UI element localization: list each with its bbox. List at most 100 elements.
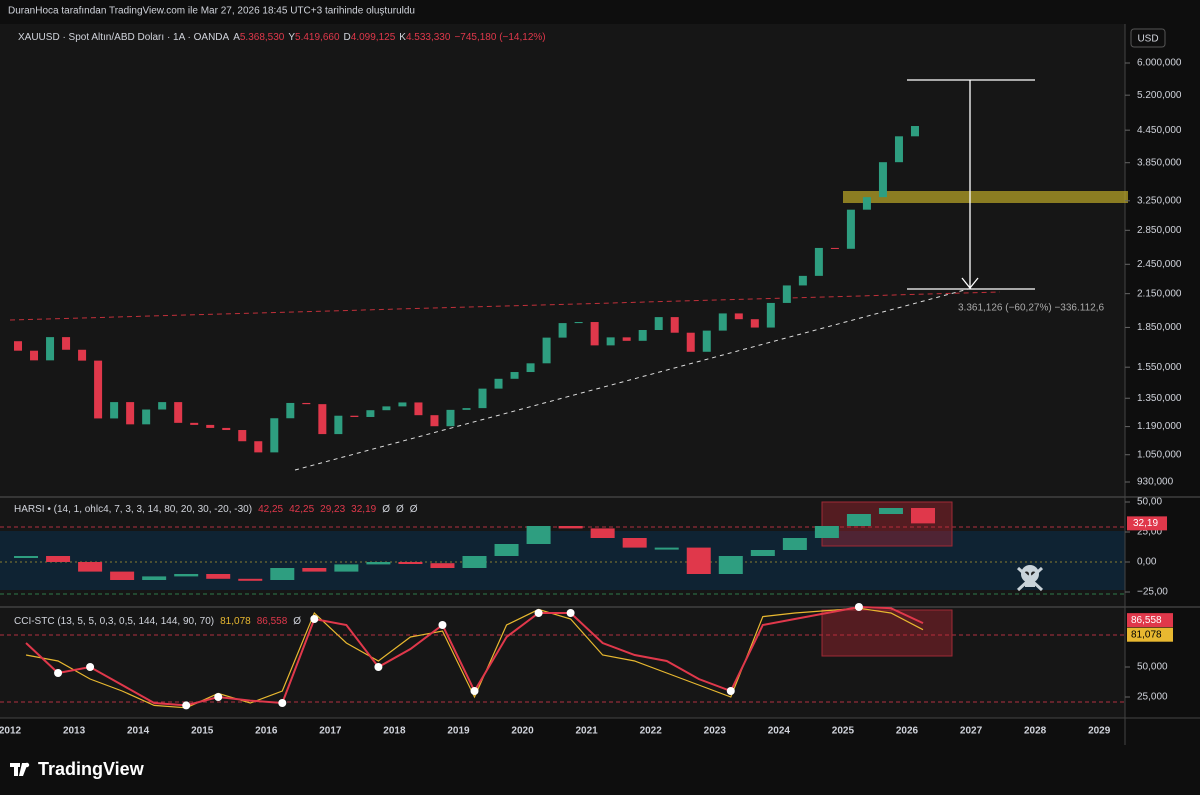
harsi-tick: 0,00 bbox=[1137, 557, 1157, 568]
candle bbox=[158, 402, 167, 410]
label: HARSI • (14, 1, ohlc4, 7, 3, 3, 14, 80, … bbox=[14, 504, 252, 515]
candle bbox=[782, 285, 791, 303]
time-label: 2018 bbox=[383, 726, 406, 737]
harsi-candle bbox=[174, 574, 199, 577]
time-label: 2015 bbox=[191, 726, 214, 737]
currency-button[interactable] bbox=[1130, 28, 1166, 48]
harsi-last: 32,19 bbox=[1133, 518, 1158, 529]
candle bbox=[318, 404, 327, 435]
candle bbox=[574, 322, 583, 324]
trend-line bbox=[9, 291, 1001, 321]
price-label: 6.000,000 bbox=[1137, 58, 1182, 69]
candle bbox=[398, 402, 407, 407]
candle bbox=[750, 319, 759, 328]
price-label: 3.250,000 bbox=[1137, 195, 1182, 206]
highlight-box bbox=[821, 609, 953, 657]
ohlc-value: 5.368,530 bbox=[240, 32, 285, 43]
harsi-candle bbox=[206, 574, 231, 579]
harsi-candle bbox=[558, 526, 583, 529]
candle bbox=[798, 275, 807, 286]
candle bbox=[654, 317, 663, 330]
currency[interactable]: USD bbox=[1137, 34, 1158, 45]
candle bbox=[446, 409, 455, 427]
readout: 86,558 bbox=[257, 616, 288, 627]
candle bbox=[366, 410, 375, 417]
harsi-tick: 50,00 bbox=[1137, 497, 1162, 508]
harsi-candle bbox=[686, 547, 711, 574]
candle bbox=[814, 247, 823, 276]
turn-dot bbox=[182, 701, 191, 710]
candle bbox=[590, 322, 599, 346]
turn-dot bbox=[86, 663, 95, 671]
harsi-candle bbox=[238, 578, 263, 581]
price-label: 930,000 bbox=[1137, 477, 1174, 488]
time-label: 2013 bbox=[63, 726, 86, 737]
harsi-candle bbox=[46, 556, 71, 562]
time-label: 2020 bbox=[511, 726, 534, 737]
harsi-candle bbox=[654, 547, 679, 550]
harsi-candle bbox=[142, 576, 167, 580]
readout: Ø bbox=[410, 504, 418, 515]
harsi-candle bbox=[910, 508, 935, 524]
candle bbox=[46, 337, 55, 361]
readout: 42,25 bbox=[258, 504, 283, 515]
candle bbox=[558, 323, 567, 338]
support-zone bbox=[843, 191, 1128, 203]
candle bbox=[238, 430, 247, 442]
candle bbox=[206, 424, 215, 428]
turn-dot bbox=[438, 621, 447, 629]
label: CCI-STC (13, 5, 5, 0,3, 0,5, 144, 144, 9… bbox=[14, 616, 214, 627]
candle bbox=[302, 402, 311, 405]
candle bbox=[462, 408, 471, 410]
candle bbox=[526, 363, 535, 373]
harsi-legend: HARSI • (14, 1, ohlc4, 7, 3, 3, 14, 80, … bbox=[14, 504, 418, 515]
candle bbox=[718, 313, 727, 331]
harsi-candle bbox=[78, 562, 103, 572]
harsi-candle bbox=[398, 562, 423, 564]
time-label: 2029 bbox=[1088, 726, 1111, 737]
time-label: 2023 bbox=[704, 726, 727, 737]
turn-dot bbox=[278, 699, 287, 707]
value-box bbox=[1127, 613, 1173, 628]
ohlc-key: A bbox=[233, 32, 240, 43]
ohlc-value: 4.099,125 bbox=[351, 32, 396, 43]
readout: Ø bbox=[396, 504, 404, 515]
cci-tick: 50,000 bbox=[1137, 662, 1168, 673]
time-label: 2017 bbox=[319, 726, 342, 737]
cci-last: 86,558 bbox=[1131, 615, 1162, 626]
time-label: 2014 bbox=[127, 726, 150, 737]
turn-dot bbox=[566, 609, 575, 617]
price-label: 4.450,000 bbox=[1137, 125, 1182, 136]
harsi-candle bbox=[430, 563, 455, 568]
harsi-tick: −25,00 bbox=[1137, 587, 1168, 598]
ohlc-key: D bbox=[344, 32, 351, 43]
candle bbox=[174, 402, 183, 423]
candle bbox=[478, 388, 487, 409]
measure-tool bbox=[907, 79, 1035, 290]
caption: DuranHoca tarafından TradingView.com ile… bbox=[8, 6, 415, 17]
candle bbox=[430, 415, 439, 427]
candle bbox=[862, 197, 871, 210]
symbol: XAUUSD · Spot Altın/ABD Doları · 1A · OA… bbox=[18, 32, 230, 43]
harsi-tick: 25,00 bbox=[1137, 527, 1162, 538]
price-label: 1.190,000 bbox=[1137, 421, 1182, 432]
harsi-band bbox=[0, 531, 1125, 590]
price-label: 2.850,000 bbox=[1137, 225, 1182, 236]
candle bbox=[94, 360, 103, 419]
price-label: 1.550,000 bbox=[1137, 362, 1182, 373]
candle bbox=[78, 349, 87, 361]
cci-tick: 25,000 bbox=[1137, 692, 1168, 703]
candle bbox=[222, 427, 231, 431]
turn-dot bbox=[54, 669, 63, 677]
readout: 32,19 bbox=[351, 504, 376, 515]
readout: Ø bbox=[382, 504, 390, 515]
candle bbox=[494, 378, 503, 389]
candle bbox=[270, 418, 279, 453]
candle bbox=[622, 337, 631, 341]
candle bbox=[382, 406, 391, 411]
candle bbox=[14, 341, 23, 351]
price-label: 1.050,000 bbox=[1137, 449, 1182, 460]
turn-dot bbox=[310, 615, 319, 623]
harsi-candle bbox=[590, 528, 615, 538]
